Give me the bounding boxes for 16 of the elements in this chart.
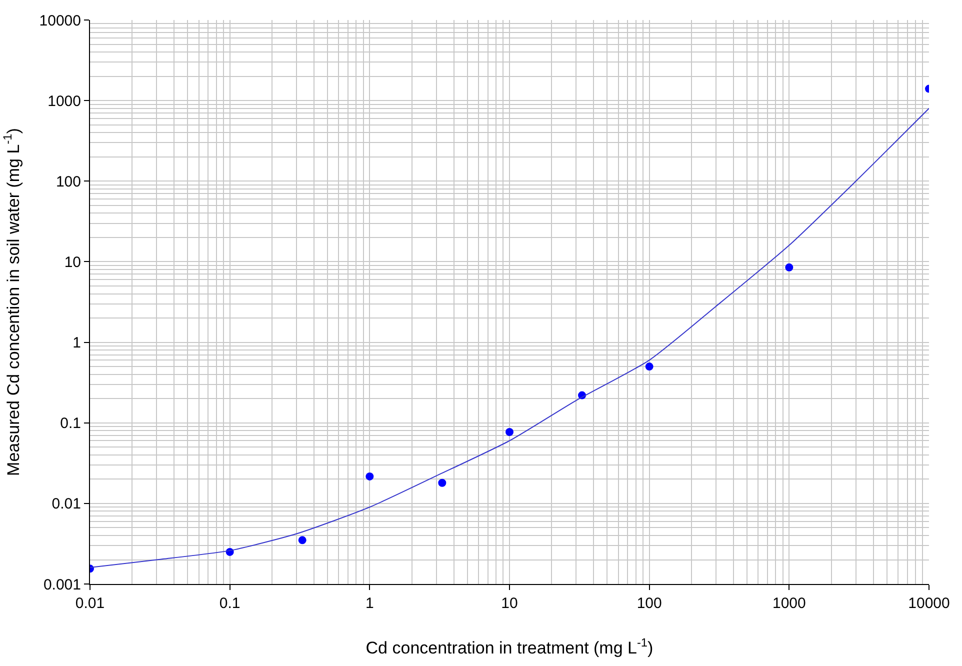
- y-tick-label: 0.1: [60, 415, 81, 432]
- y-tick-label: 0.001: [43, 576, 81, 594]
- y-tick-label: 10000: [39, 12, 81, 30]
- x-tick-label: 1000: [772, 595, 806, 612]
- y-tick-label: 1: [72, 334, 81, 352]
- x-tick-label: 10: [501, 595, 518, 612]
- y-tick-label: 1000: [48, 92, 81, 110]
- x-tick-label: 10000: [908, 595, 950, 612]
- x-tick-label: 0.1: [219, 595, 240, 612]
- x-tick-label: 1: [366, 595, 374, 612]
- x-axis-title: Cd concentration in treatment (mg L$^{-1}$): [366, 635, 654, 658]
- y-tick-label: 10: [64, 254, 81, 271]
- x-tick-label: 100: [636, 595, 662, 612]
- y-tick-label: 0.01: [52, 496, 81, 513]
- x-tick-label: 0.01: [75, 595, 105, 612]
- y-tick-label: 100: [56, 173, 81, 190]
